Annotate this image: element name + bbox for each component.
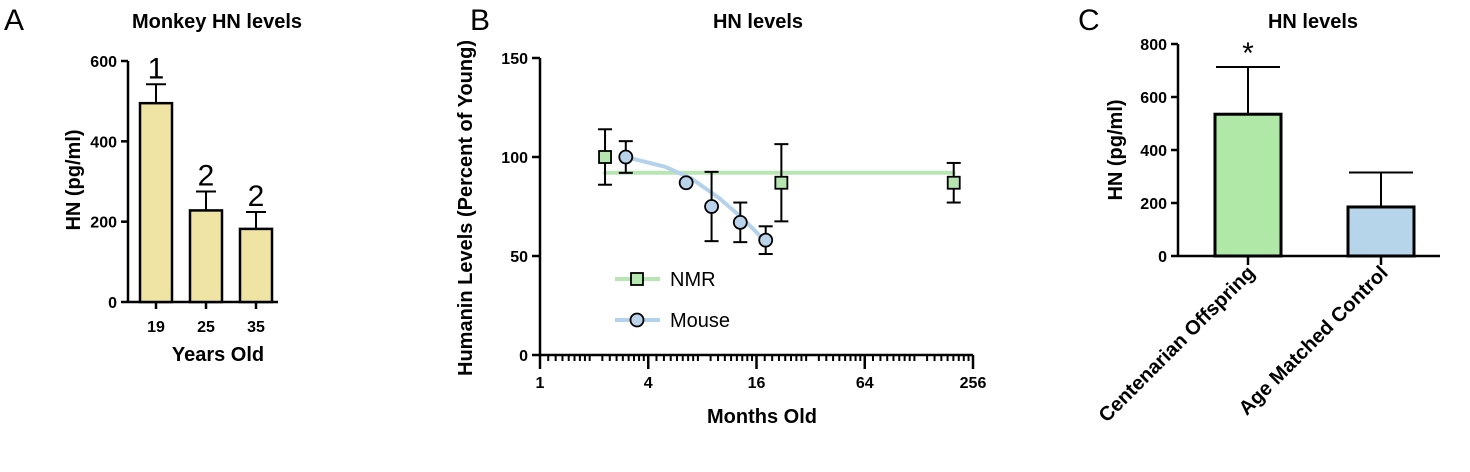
panel-a-x-tick-label: 25 <box>197 319 215 336</box>
panel-b-mouse-point <box>678 175 694 191</box>
panel-b-title: HN levels <box>713 11 803 33</box>
panel-letter-a: A <box>4 4 24 37</box>
panel-c-y-tick-label: 600 <box>1140 90 1167 107</box>
panel-b-x-tick-label: 16 <box>748 375 766 392</box>
panel-c-x-tick-label: Age Matched Control <box>1235 262 1393 420</box>
panel-a-bar <box>238 227 274 304</box>
panel-b-x-tick-label: 4 <box>644 375 653 392</box>
panel-c-y-axis-label: HN (pg/ml) <box>1105 99 1127 200</box>
legend-nmr-square-marker <box>630 272 644 286</box>
panel-a-group-annotation: 2 <box>198 160 215 193</box>
panel-a-x-axis-label: Years Old <box>172 344 264 366</box>
panel-a-y-tick-label: 400 <box>90 134 117 151</box>
panel-b-x-tick-label: 64 <box>856 375 874 392</box>
panel-c-y-tick-label: 0 <box>1158 249 1167 266</box>
panel-b-x-tick-label: 256 <box>960 375 987 392</box>
panel-a-y-tick-label: 0 <box>108 295 117 312</box>
panel-b-y-tick-label: 150 <box>501 51 528 68</box>
panel-a-y-axis-label: HN (pg/ml) <box>63 129 85 230</box>
panel-c-significance-marker: * <box>1242 37 1254 70</box>
panel-b: B HN levels Months Old Humanin Levels (P… <box>455 4 986 428</box>
panel-b-mouse-point <box>758 232 774 248</box>
panel-b-nmr-point <box>946 175 961 190</box>
panel-letter-b: B <box>470 4 490 37</box>
panel-a-title: Monkey HN levels <box>132 11 302 33</box>
panel-b-x-tick-label: 1 <box>536 375 545 392</box>
panel-c-bar <box>1346 205 1416 258</box>
panel-c-plot-area: 0 200 400 600 800 Centenarian Offspring * Age M… <box>1095 37 1440 427</box>
panel-b-y-tick-label: 0 <box>519 348 528 365</box>
panel-b-plot-area: 0 50 100 150 1 4 16 64 256 <box>501 51 986 392</box>
panel-a-group-annotation: 1 <box>148 52 165 85</box>
panel-letter-c: C <box>1078 4 1100 37</box>
panel-c: C HN levels HN (pg/ml) 0 200 400 600 800 Cent… <box>1078 4 1440 427</box>
panel-a-plot-area: 0 200 400 600 19 1 25 2 35 2 <box>90 52 278 336</box>
panel-a-group-annotation: 2 <box>248 180 265 213</box>
panel-b-y-tick-label: 100 <box>501 150 528 167</box>
panel-c-title: HN levels <box>1268 11 1358 33</box>
panel-c-bar <box>1213 112 1283 258</box>
panel-c-y-tick-label: 800 <box>1140 37 1167 54</box>
legend-mouse-label: Mouse <box>670 310 730 332</box>
panel-b-y-tick-label: 50 <box>510 249 528 266</box>
legend-mouse-circle-marker <box>629 312 645 328</box>
panel-b-mouse-point <box>704 199 719 214</box>
panel-b-nmr-point <box>774 175 789 190</box>
panel-a-bar <box>138 101 174 304</box>
panel-b-mouse-point <box>732 214 748 230</box>
panel-c-x-tick-label: Centenarian Offspring <box>1095 262 1260 427</box>
panel-a-y-tick-label: 200 <box>90 215 117 232</box>
panel-c-y-tick-label: 400 <box>1140 143 1167 160</box>
panel-c-y-tick-label: 200 <box>1140 196 1167 213</box>
panel-b-legend: NMR Mouse <box>615 269 730 332</box>
legend-nmr-label: NMR <box>670 269 716 291</box>
panel-b-mouse-point <box>618 149 634 165</box>
panel-b-mouse-fit-line <box>623 155 768 246</box>
panel-a: A Monkey HN levels Years Old HN (pg/ml) … <box>4 4 302 366</box>
panel-b-y-axis-label: Humanin Levels (Percent of Young) <box>455 40 477 376</box>
panel-b-x-axis-label: Months Old <box>707 406 817 428</box>
panel-a-y-tick-label: 600 <box>90 54 117 71</box>
panel-a-x-tick-label: 35 <box>247 319 265 336</box>
panel-b-nmr-point <box>598 150 612 164</box>
panel-a-x-tick-label: 19 <box>147 319 165 336</box>
panel-a-bar <box>188 209 224 304</box>
